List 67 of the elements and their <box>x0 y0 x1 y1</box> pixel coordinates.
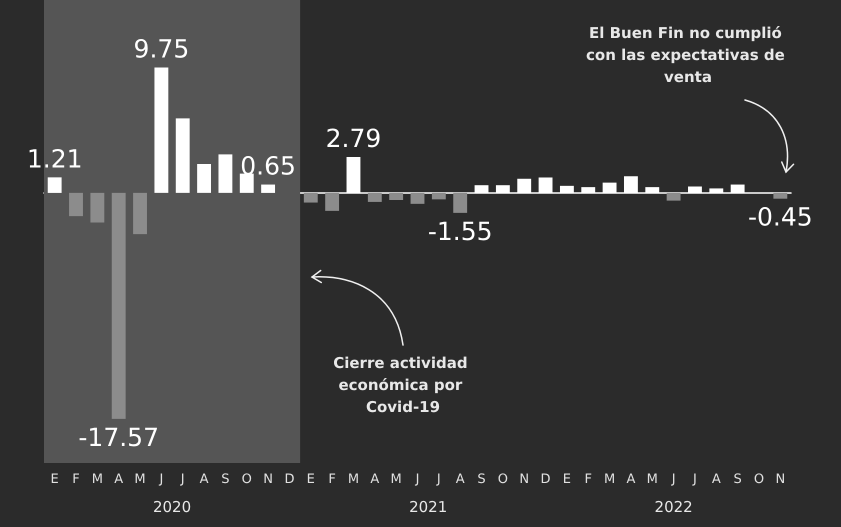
bar <box>666 192 681 201</box>
data-label: -17.57 <box>78 422 159 452</box>
x-tick-label: J <box>180 472 185 487</box>
bar <box>69 192 83 216</box>
x-tick-label: M <box>646 472 658 487</box>
bar <box>389 192 404 200</box>
bar <box>410 192 424 204</box>
x-tick-label: F <box>72 472 80 487</box>
bar <box>197 164 212 193</box>
x-tick-label: M <box>348 472 360 487</box>
bar <box>176 118 190 193</box>
x-tick-label: A <box>456 472 465 487</box>
bar <box>261 184 276 193</box>
x-tick-label: D <box>540 472 551 487</box>
annotation: El Buen Fin no cumplió con las expectativas de venta <box>586 24 790 86</box>
x-tick-label: S <box>734 472 742 487</box>
data-label: -1.55 <box>428 216 493 246</box>
annotation: Cierre actividad económica por Covid-19 <box>333 354 473 416</box>
x-tick-label: J <box>670 472 676 487</box>
bar <box>453 192 468 213</box>
x-tick-label: A <box>712 472 721 487</box>
x-tick-label: O <box>242 472 252 487</box>
x-tick-label: M <box>134 472 146 487</box>
bar <box>240 174 254 193</box>
x-tick-label: M <box>604 472 616 487</box>
x-tick-label: O <box>498 472 508 487</box>
bar <box>90 192 104 222</box>
bar <box>218 154 232 193</box>
bar <box>304 192 318 203</box>
bar <box>773 192 788 199</box>
bar <box>432 192 446 200</box>
data-label: -0.45 <box>748 202 813 232</box>
x-tick-label: A <box>370 472 380 487</box>
text: 2022 <box>654 498 693 516</box>
data-label: 0.65 <box>240 152 296 181</box>
x-tick-label: F <box>584 472 592 487</box>
x-tick-label: D <box>284 472 294 487</box>
x-tick-label: S <box>477 472 486 487</box>
x-tick-label: M <box>92 472 103 487</box>
x-tick-label: A <box>200 472 209 487</box>
bar <box>325 192 340 211</box>
x-tick-label: N <box>263 472 273 487</box>
bar <box>112 192 126 419</box>
x-tick-label: E <box>562 472 572 487</box>
x-tick-label: N <box>775 472 786 487</box>
data-label: 9.75 <box>134 34 190 64</box>
bar <box>133 192 147 234</box>
data-label: 2.79 <box>326 124 382 154</box>
x-tick-label: A <box>626 472 636 487</box>
x-tick-label: E <box>50 472 59 487</box>
x-tick-label: J <box>436 472 441 487</box>
x-tick-label: M <box>390 472 402 487</box>
x-tick-label: E <box>306 472 315 487</box>
x-tick-label: O <box>754 472 764 487</box>
bar <box>368 192 382 202</box>
x-tick-label: S <box>221 472 230 487</box>
data-label: 1.21 <box>26 144 83 174</box>
bar <box>48 177 62 193</box>
bar <box>154 68 168 193</box>
x-tick-label: N <box>519 472 530 487</box>
text: 2021 <box>409 498 448 516</box>
x-tick-label: F <box>328 472 336 487</box>
x-tick-label: J <box>414 472 420 487</box>
x-tick-label: J <box>158 472 164 487</box>
x-tick-label: A <box>114 472 124 487</box>
x-tick-label: J <box>692 472 697 487</box>
text: 2020 <box>152 498 192 516</box>
